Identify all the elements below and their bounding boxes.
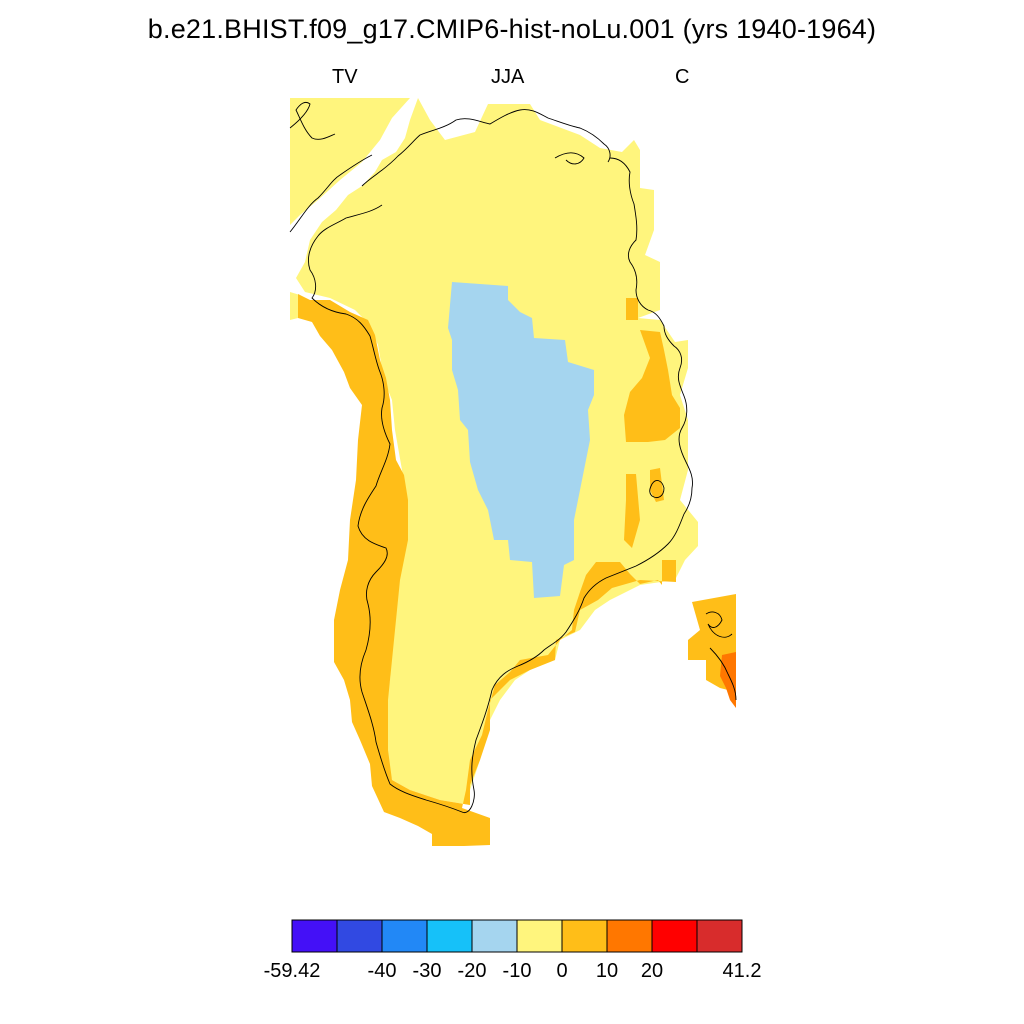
plot-title: b.e21.BHIST.f09_g17.CMIP6-hist-noLu.001 … xyxy=(147,14,877,44)
season-label: JJA xyxy=(491,66,525,88)
colorbar-label: 10 xyxy=(595,960,619,982)
colorbar-box xyxy=(651,919,698,953)
colorbar-label: -59.42 xyxy=(263,960,321,982)
coastline xyxy=(289,101,737,814)
colorbar-box xyxy=(291,919,338,953)
field-0-10-west xyxy=(298,294,676,846)
colorbar-box xyxy=(561,919,608,953)
colorbar-label: -40 xyxy=(367,960,397,982)
colorbar-box xyxy=(426,919,473,953)
field-0-10-east xyxy=(624,298,736,705)
colorbar-label: -10 xyxy=(502,960,532,982)
colorbar-label: 41.2 xyxy=(722,960,762,982)
colorbar-box xyxy=(606,919,653,953)
colorbar-box xyxy=(696,919,743,953)
colorbar-box xyxy=(516,919,563,953)
units-label: C xyxy=(675,66,690,88)
colorbar-box xyxy=(471,919,518,953)
colorbar-box xyxy=(336,919,383,953)
colorbar-label: 0 xyxy=(556,960,568,982)
variable-label: TV xyxy=(332,66,358,88)
field-neg20-neg10 xyxy=(448,282,594,598)
colorbar-label: -20 xyxy=(457,960,487,982)
colorbar-label: -30 xyxy=(412,960,442,982)
colorbar-label: 20 xyxy=(640,960,664,982)
colorbar-box xyxy=(381,919,428,953)
